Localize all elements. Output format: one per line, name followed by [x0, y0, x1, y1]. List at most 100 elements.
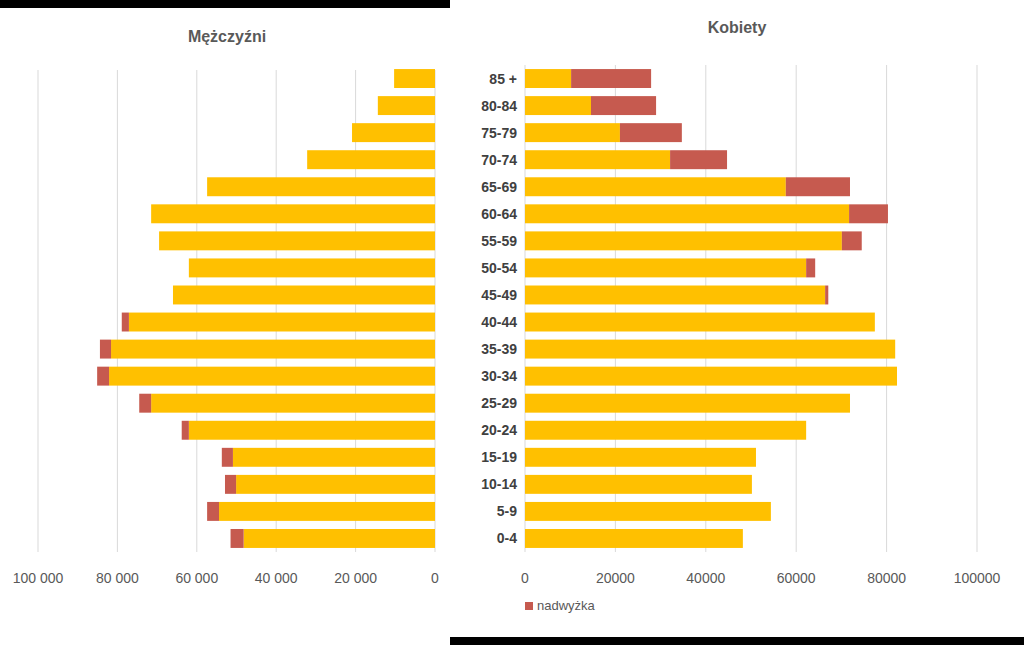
- bar-segment: [97, 367, 109, 386]
- bar-segment: [670, 150, 727, 169]
- legend-key: [525, 602, 533, 610]
- tick-label: 0: [521, 570, 529, 586]
- tick-label: 60000: [777, 570, 816, 586]
- bar-segment: [151, 204, 152, 223]
- chart-canvas: Mężczyźni100 00080 00060 00040 00020 000…: [0, 0, 1024, 645]
- tick-label: 0: [431, 570, 439, 586]
- category-label: 70-74: [481, 152, 517, 168]
- bar-segment: [100, 340, 111, 359]
- bar-segment: [525, 394, 850, 413]
- bar-segment: [786, 177, 850, 196]
- category-label: 15-19: [481, 449, 517, 465]
- bar-segment: [525, 529, 743, 548]
- bar-segment: [842, 231, 862, 250]
- grid-line: [886, 65, 887, 552]
- bar-segment: [742, 529, 743, 548]
- bar-segment: [122, 313, 129, 332]
- legend-label: nadwyżka: [537, 598, 596, 613]
- bar-segment: [571, 69, 651, 88]
- bar-segment: [378, 96, 435, 115]
- category-label: 10-14: [481, 476, 517, 492]
- bar-segment: [189, 258, 435, 277]
- bar-segment: [307, 150, 308, 169]
- category-label: 80-84: [481, 98, 517, 114]
- bar-segment: [377, 96, 378, 115]
- category-label: 50-54: [481, 260, 517, 276]
- bar-segment: [173, 286, 435, 305]
- bar-segment: [620, 123, 682, 142]
- category-label: 5-9: [497, 503, 517, 519]
- category-label: 30-34: [481, 368, 517, 384]
- bar-segment: [236, 475, 435, 494]
- bar-segment: [525, 258, 806, 277]
- tick-label: 100000: [954, 570, 1001, 586]
- grid-line: [38, 70, 39, 552]
- bars: [97, 69, 435, 548]
- grid-line: [977, 65, 978, 552]
- tick-label: 20000: [596, 570, 635, 586]
- bar-segment: [182, 421, 189, 440]
- tick-label: 40 000: [255, 570, 298, 586]
- bar-segment: [525, 286, 825, 305]
- category-label: 25-29: [481, 395, 517, 411]
- bar-segment: [755, 448, 756, 467]
- category-label: 35-39: [481, 341, 517, 357]
- bar-segment: [525, 502, 771, 521]
- bar-segment: [525, 150, 670, 169]
- bar-segment: [129, 313, 435, 332]
- grid-line: [796, 65, 797, 552]
- frame-line: [450, 637, 1024, 645]
- chart-title: Kobiety: [708, 19, 767, 36]
- category-label: 85 +: [489, 71, 517, 87]
- chart-title: Mężczyźni: [188, 28, 266, 45]
- bar-segment: [307, 150, 435, 169]
- tick-label: 80 000: [96, 570, 139, 586]
- tick-label: 40000: [686, 570, 725, 586]
- bar-segment: [849, 394, 850, 413]
- bar-segment: [525, 475, 752, 494]
- bar-segment: [525, 340, 895, 359]
- bar-segment: [188, 258, 189, 277]
- category-label: 55-59: [481, 233, 517, 249]
- bar-segment: [231, 529, 244, 548]
- bar-segment: [151, 204, 435, 223]
- bar-segment: [525, 69, 571, 88]
- bar-segment: [806, 258, 815, 277]
- bar-segment: [222, 448, 233, 467]
- category-label: 0-4: [497, 530, 517, 546]
- tick-label: 80000: [867, 570, 906, 586]
- bar-segment: [352, 123, 435, 142]
- bar-segment: [207, 502, 219, 521]
- bar-segment: [109, 367, 435, 386]
- bars: [525, 69, 897, 548]
- bar-segment: [525, 231, 842, 250]
- bar-segment: [525, 204, 849, 223]
- bar-segment: [751, 475, 752, 494]
- bar-segment: [225, 475, 236, 494]
- bar-segment: [159, 231, 160, 250]
- bar-segment: [525, 123, 620, 142]
- category-label: 75-79: [481, 125, 517, 141]
- bar-segment: [525, 367, 897, 386]
- bar-segment: [825, 286, 828, 305]
- bar-segment: [159, 231, 435, 250]
- bar-segment: [525, 313, 875, 332]
- category-label: 45-49: [481, 287, 517, 303]
- tick-label: 20 000: [334, 570, 377, 586]
- bar-segment: [895, 340, 896, 359]
- bar-segment: [874, 313, 875, 332]
- bar-segment: [525, 448, 756, 467]
- bar-segment: [352, 123, 353, 142]
- category-label: 40-44: [481, 314, 517, 330]
- bar-segment: [151, 394, 435, 413]
- tick-label: 60 000: [175, 570, 218, 586]
- bar-segment: [770, 502, 771, 521]
- bar-segment: [591, 96, 656, 115]
- bar-segment: [806, 421, 807, 440]
- frame-line: [0, 0, 450, 8]
- category-label: 65-69: [481, 179, 517, 195]
- grid-line: [196, 70, 197, 552]
- bar-segment: [207, 177, 435, 196]
- bar-segment: [849, 204, 888, 223]
- bar-segment: [525, 421, 806, 440]
